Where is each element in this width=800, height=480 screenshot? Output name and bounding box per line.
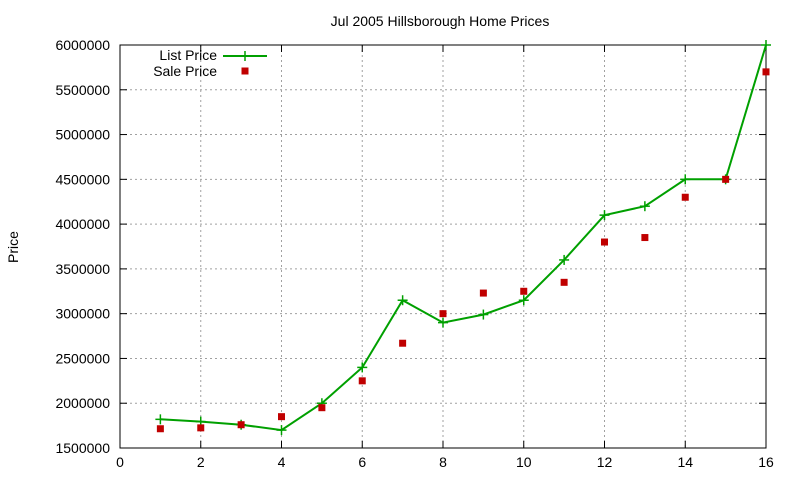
grid-lines xyxy=(120,45,766,448)
legend: List Price Sale Price xyxy=(153,47,267,79)
sale-price-point xyxy=(479,289,487,297)
list-price-point xyxy=(438,317,448,328)
x-tick-label: 14 xyxy=(677,454,693,470)
list-price-point xyxy=(559,254,570,265)
x-tick-label: 8 xyxy=(439,454,447,470)
y-tick-label: 4000000 xyxy=(55,216,110,232)
sale-price-point xyxy=(520,287,528,295)
sale-price-point xyxy=(641,234,649,242)
x-tick-label: 10 xyxy=(516,454,532,470)
chart-title: Jul 2005 Hillsborough Home Prices xyxy=(331,13,550,29)
sale-price-point xyxy=(237,421,245,429)
x-tick-label: 0 xyxy=(116,454,124,470)
y-tick-label: 5000000 xyxy=(55,127,110,143)
sale-price-point xyxy=(681,193,689,201)
x-tick-label: 4 xyxy=(278,454,286,470)
x-tick-label: 12 xyxy=(597,454,613,470)
y-tick-label: 2000000 xyxy=(55,395,110,411)
sale-price-point xyxy=(560,278,568,286)
y-tick-label: 4500000 xyxy=(55,171,110,187)
sale-price-point xyxy=(358,377,366,385)
list-price-point xyxy=(680,174,691,185)
list-price-point xyxy=(397,295,408,306)
sale-price-point xyxy=(601,238,608,246)
list-price-point xyxy=(155,414,166,425)
list-price-point xyxy=(276,425,287,436)
list-price-point xyxy=(357,362,368,373)
list-price-point xyxy=(599,210,610,221)
sale-price-point xyxy=(722,175,730,183)
x-tick-label: 2 xyxy=(197,454,205,470)
list-price-point xyxy=(761,40,771,50)
axis-ticks: 0 2 4 6 8 10 12 14 16 1500000 2000000 2500000 300000… xyxy=(55,37,774,470)
sale-price-point xyxy=(762,68,770,76)
x-tick-label: 16 xyxy=(758,454,774,470)
sale-price-point xyxy=(439,310,447,318)
y-tick-label: 6000000 xyxy=(55,37,110,53)
legend-sale-price-marker xyxy=(241,67,249,75)
sale-price-point xyxy=(197,424,205,432)
legend-sale-price-label: Sale Price xyxy=(153,63,217,79)
list-price-point xyxy=(478,309,489,320)
y-tick-label: 3500000 xyxy=(55,261,110,277)
legend-list-price-label: List Price xyxy=(159,47,217,63)
list-price-line xyxy=(160,44,767,432)
y-tick-label: 1500000 xyxy=(55,440,110,456)
sale-price-point xyxy=(318,404,326,412)
sale-price-point xyxy=(156,425,164,433)
sale-price-point xyxy=(278,413,285,421)
sale-price-point xyxy=(399,339,407,347)
x-tick-label: 6 xyxy=(358,454,366,470)
list-price-point xyxy=(639,201,650,212)
y-tick-label: 2500000 xyxy=(55,350,110,366)
y-tick-label: 3000000 xyxy=(55,306,110,322)
series-layer xyxy=(155,40,771,436)
y-axis-label: Price xyxy=(5,231,21,263)
list-price-point xyxy=(518,295,529,306)
legend-list-price-marker xyxy=(240,51,250,61)
y-tick-label: 5500000 xyxy=(55,82,110,98)
